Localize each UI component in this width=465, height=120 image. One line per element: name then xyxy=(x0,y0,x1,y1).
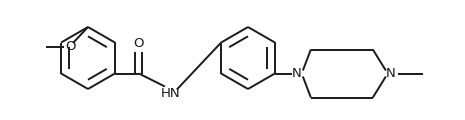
Text: N: N xyxy=(292,67,302,80)
Text: O: O xyxy=(65,41,75,54)
Text: N: N xyxy=(386,67,396,80)
Text: HN: HN xyxy=(161,87,181,100)
Text: O: O xyxy=(133,37,144,50)
